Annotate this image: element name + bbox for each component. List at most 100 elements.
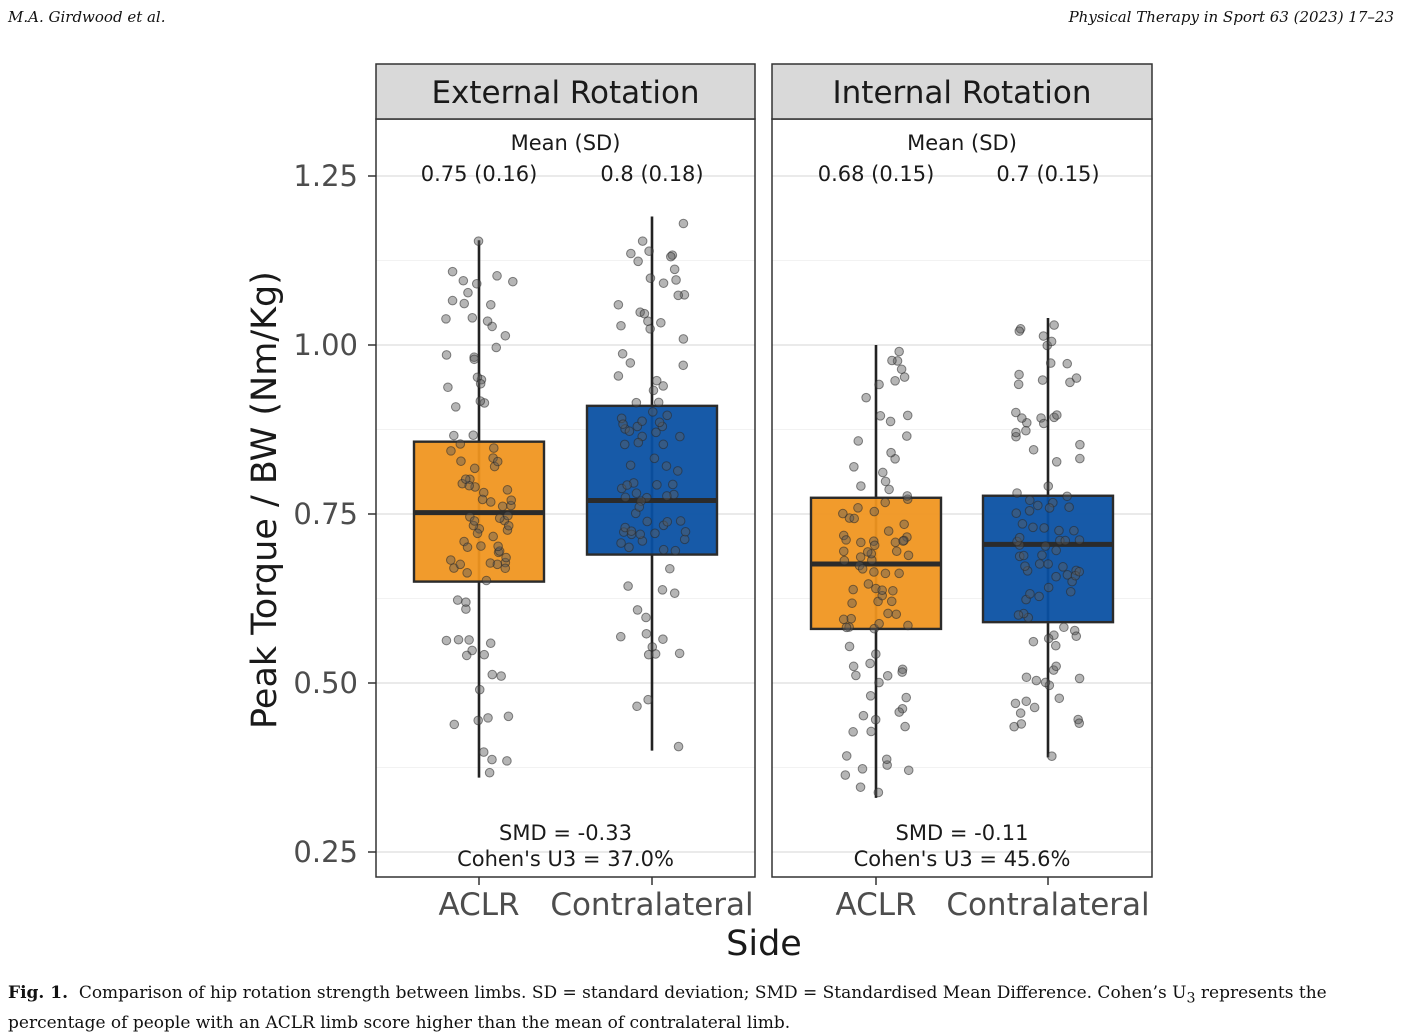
data-point: [637, 236, 648, 246]
data-point: [900, 721, 910, 732]
x-tick-label: Contralateral: [550, 887, 753, 923]
data-point: [476, 541, 486, 551]
data-point: [648, 385, 659, 396]
data-point: [479, 649, 490, 660]
data-point: [902, 494, 913, 505]
data-point: [446, 446, 456, 456]
data-point: [1021, 425, 1031, 436]
mean-sd-aclr: 0.68 (0.15): [818, 162, 935, 186]
data-point: [870, 714, 881, 725]
data-point: [1075, 453, 1085, 464]
data-point: [1011, 427, 1021, 438]
data-point: [1051, 661, 1061, 672]
data-point: [502, 485, 513, 495]
data-point: [902, 491, 913, 501]
data-point: [617, 348, 628, 359]
running-header-journal: Physical Therapy in Sport 63 (2023) 17–2…: [1068, 8, 1394, 26]
data-point: [1034, 559, 1045, 569]
data-point: [847, 598, 857, 609]
mean-sd-contralateral: 0.8 (0.18): [600, 162, 703, 186]
data-point: [671, 275, 681, 285]
data-point: [841, 751, 852, 761]
data-point: [637, 416, 647, 426]
data-point: [469, 516, 480, 526]
data-point: [869, 506, 880, 517]
data-point: [849, 513, 860, 524]
cohens-u3-label: Cohen's U3 = 37.0%: [457, 847, 674, 871]
data-point: [1038, 331, 1049, 341]
data-point: [1062, 491, 1072, 502]
data-point: [492, 559, 503, 570]
data-point: [625, 358, 636, 368]
panel-title: Internal Rotation: [833, 75, 1092, 111]
data-point: [1038, 418, 1049, 429]
data-point: [903, 765, 914, 776]
data-point: [848, 584, 858, 595]
data-point: [469, 354, 480, 365]
data-point: [877, 585, 887, 596]
data-point: [662, 410, 672, 421]
data-point: [453, 634, 464, 645]
data-point: [497, 501, 508, 512]
data-point: [1065, 377, 1075, 388]
data-point: [488, 531, 498, 542]
data-point: [1013, 610, 1024, 620]
data-point: [1048, 497, 1058, 508]
data-point: [673, 741, 684, 752]
data-point: [1028, 636, 1039, 647]
data-point: [1029, 702, 1040, 713]
data-point: [840, 770, 851, 780]
data-point: [1017, 519, 1028, 529]
data-point: [456, 456, 466, 466]
data-point: [855, 782, 866, 792]
data-point: [877, 467, 888, 478]
data-point: [848, 727, 858, 737]
data-point: [651, 427, 661, 438]
data-point: [478, 747, 489, 757]
data-point: [653, 397, 664, 408]
data-point: [485, 558, 496, 568]
data-point: [508, 276, 518, 287]
data-point: [487, 669, 498, 680]
data-point: [874, 379, 884, 390]
data-point: [1058, 562, 1068, 572]
data-point: [618, 419, 628, 429]
data-point: [1064, 502, 1074, 512]
data-point: [882, 670, 893, 681]
data-point: [1054, 525, 1064, 536]
data-point: [485, 497, 496, 507]
data-point: [658, 278, 669, 288]
data-point: [1065, 586, 1076, 597]
data-point: [665, 563, 675, 574]
data-point: [1051, 545, 1061, 556]
data-point: [844, 622, 854, 632]
mean-sd-contralateral: 0.7 (0.15): [996, 162, 1099, 186]
caption-text: Comparison of hip rotation strength betw…: [78, 983, 1187, 1003]
data-point: [1040, 677, 1051, 688]
data-point: [658, 520, 669, 531]
strip-external-rotation: [375, 63, 756, 120]
data-point: [492, 271, 502, 281]
data-point: [856, 537, 866, 548]
box-contralateral: [981, 494, 1115, 624]
jitter-points-layer: [441, 218, 1085, 798]
data-point: [441, 314, 451, 324]
data-point: [1025, 589, 1035, 599]
data-point: [865, 690, 876, 701]
data-point: [1010, 698, 1021, 709]
data-point: [678, 334, 689, 344]
data-point: [658, 439, 669, 450]
data-point: [1015, 708, 1026, 718]
data-point: [650, 649, 661, 659]
data-point: [489, 443, 499, 453]
data-point: [838, 546, 849, 557]
data-point: [675, 516, 686, 526]
data-point: [461, 597, 471, 607]
y-tick-label: 0.25: [293, 835, 358, 869]
data-point: [858, 710, 869, 721]
boxplot-figure: External Rotation Mean (SD) 0.75 (0.16) …: [245, 63, 1153, 964]
x-tick-label: ACLR: [835, 887, 916, 923]
data-point: [874, 677, 884, 688]
box-layer: [412, 216, 1115, 798]
data-point: [903, 550, 914, 561]
